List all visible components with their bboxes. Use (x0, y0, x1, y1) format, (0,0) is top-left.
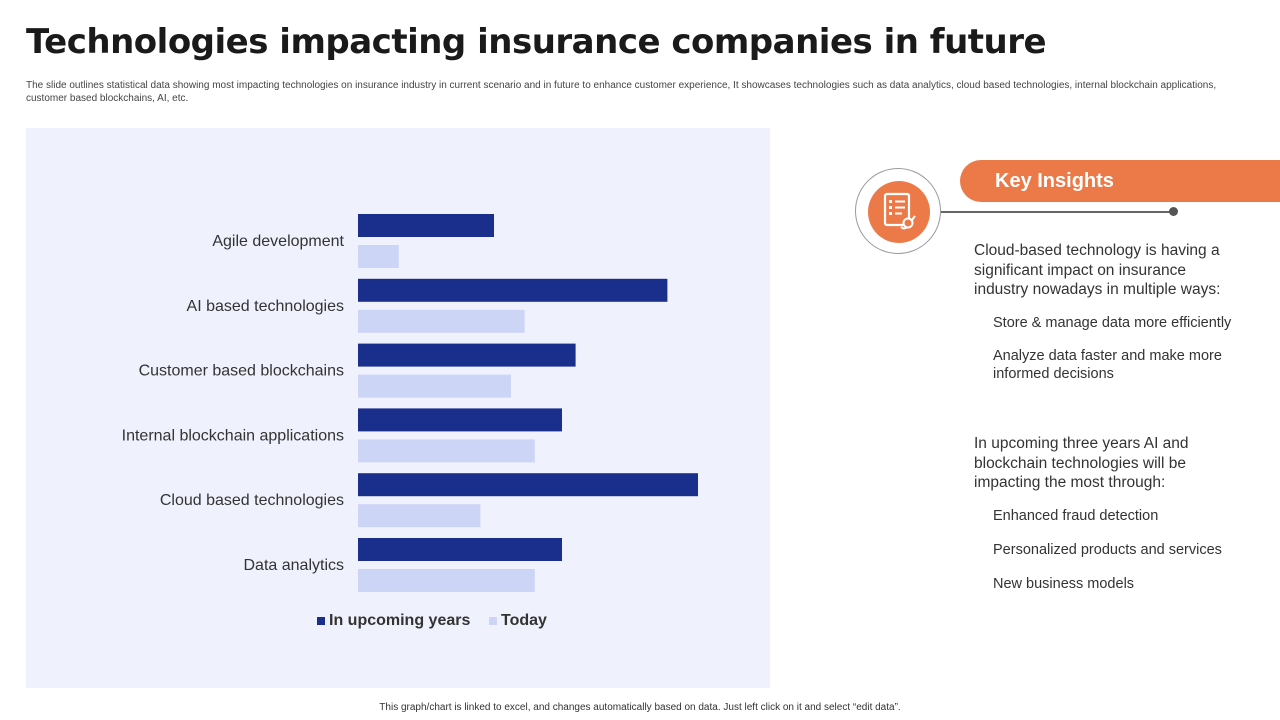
category-label: Data analytics (244, 557, 345, 574)
category-label: AI based technologies (187, 298, 344, 315)
page-subtitle: The slide outlines statistical data show… (26, 80, 1217, 104)
bar-upcoming (358, 538, 562, 561)
bar-chart-panel: Agile development AI based technologies Cu… (26, 128, 770, 688)
category-label: Customer based blockchains (139, 363, 344, 380)
connector-line (941, 211, 1173, 213)
bar-today (358, 569, 535, 592)
insight-bullet: New business models (993, 576, 1135, 592)
bar-today (358, 504, 481, 528)
insight-text-ai-blockchain: In upcoming three years AI and blockchai… (974, 435, 1189, 491)
category-label: Internal blockchain applications (122, 427, 344, 444)
page-title: Technologies impacting insurance compani… (26, 22, 1047, 62)
insight-text-cloud: Cloud-based technology is having a signi… (974, 242, 1221, 298)
bar-today (358, 374, 511, 398)
legend-label: In upcoming years (329, 612, 470, 629)
key-insights-label: Key Insights (995, 170, 1114, 192)
bar-upcoming (358, 343, 576, 367)
insight-bullet: Store & manage data more efficiently (993, 315, 1232, 331)
insights-icon-badge (855, 168, 941, 254)
bar-upcoming (358, 214, 494, 237)
legend-label: Today (501, 612, 547, 629)
bar-upcoming (358, 473, 698, 497)
connector-dot (1169, 207, 1178, 216)
bar-today (358, 309, 525, 333)
legend-swatch (489, 617, 497, 625)
bar-today (358, 439, 535, 463)
document-checklist-icon (883, 192, 916, 230)
bar-upcoming (358, 278, 668, 302)
bar-chart: Agile development AI based technologies Cu… (122, 214, 698, 629)
bar-today (358, 245, 399, 268)
category-label: Cloud based technologies (160, 492, 344, 509)
bar-upcoming (358, 408, 562, 432)
insight-bullet: Personalized products and services (993, 542, 1222, 558)
insight-bullet: Analyze data faster and make more inform… (993, 348, 1222, 382)
legend-swatch (317, 617, 325, 625)
key-insights-banner: Key Insights (960, 160, 1280, 202)
category-label: Agile development (212, 233, 344, 250)
insight-bullet: Enhanced fraud detection (993, 508, 1159, 524)
footer-note: This graph/chart is linked to excel, and… (379, 702, 901, 713)
